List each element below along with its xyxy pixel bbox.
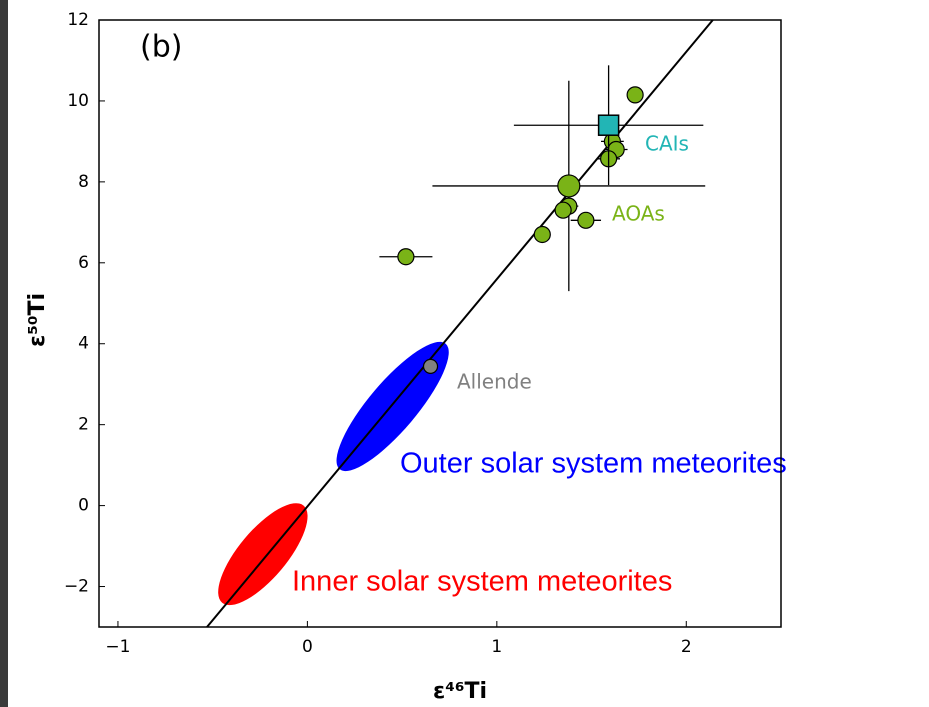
y-tick-label: −2 xyxy=(64,577,89,597)
series-label: AOAs xyxy=(612,202,665,226)
y-tick-label: 6 xyxy=(78,253,89,273)
series-label: Allende xyxy=(457,370,532,394)
x-tick-label: 1 xyxy=(491,637,502,657)
y-tick-label: 0 xyxy=(78,496,89,516)
series-label: CAIs xyxy=(645,132,689,156)
background-strip xyxy=(0,0,8,707)
region-label: Inner solar system meteorites xyxy=(292,566,672,598)
point xyxy=(555,202,571,218)
y-tick-label: 10 xyxy=(67,91,89,111)
y-tick-label: 4 xyxy=(78,334,89,354)
panel-label: (b) xyxy=(140,30,182,65)
y-axis-label: ε⁵⁰Ti xyxy=(25,293,50,347)
x-tick-label: −1 xyxy=(105,637,130,657)
region-label: Outer solar system meteorites xyxy=(400,448,787,480)
point xyxy=(534,226,550,242)
x-axis-label: ε⁴⁶Ti xyxy=(433,679,487,704)
x-tick-label: 2 xyxy=(681,637,692,657)
point xyxy=(599,115,619,135)
fit-line xyxy=(207,20,713,627)
plot-frame xyxy=(99,20,781,627)
page: (b) ε⁴⁶Ti ε⁵⁰Ti −1012−2024681012Inner so… xyxy=(0,0,929,707)
point xyxy=(398,249,414,265)
point xyxy=(558,175,580,197)
point xyxy=(578,212,594,228)
y-tick-label: 8 xyxy=(78,172,89,192)
x-tick-label: 0 xyxy=(302,637,313,657)
point xyxy=(627,87,643,103)
point xyxy=(424,359,438,373)
y-tick-label: 2 xyxy=(78,415,89,435)
y-tick-label: 12 xyxy=(67,10,89,30)
chart: (b) ε⁴⁶Ti ε⁵⁰Ti −1012−2024681012Inner so… xyxy=(0,0,929,707)
